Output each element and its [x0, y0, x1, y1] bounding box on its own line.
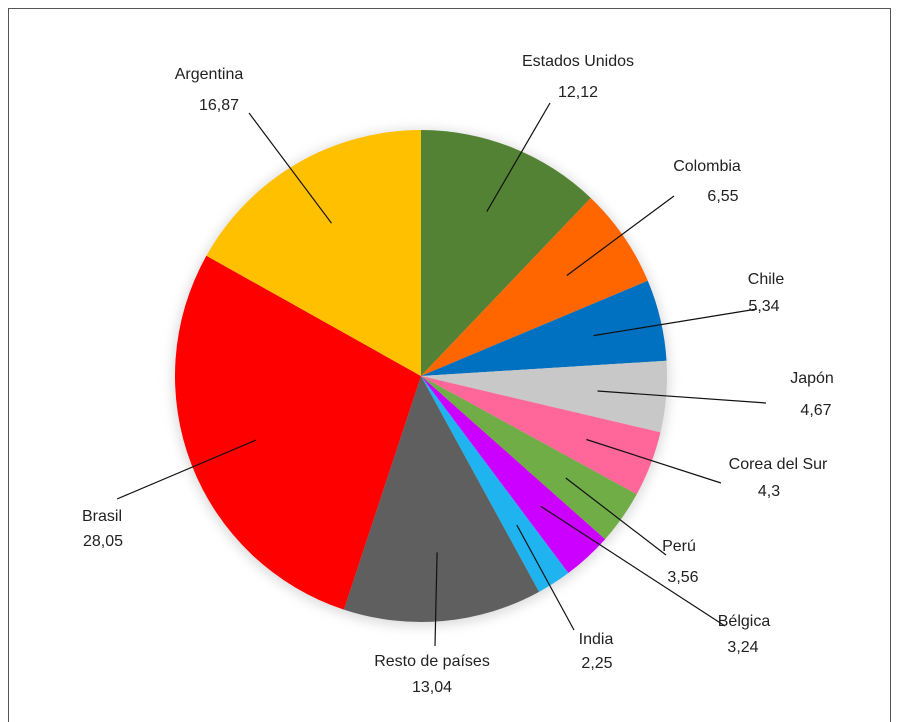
pie-slice-estados-unidos: [421, 130, 591, 376]
pie-slice-india: [421, 376, 569, 592]
pie-slice-brasil: [174, 255, 421, 610]
value-label-japon: 4,67: [800, 402, 831, 419]
pie-slice-belgica: [421, 376, 606, 574]
value-label-peru: 3,56: [667, 569, 698, 586]
category-label-argentina: Argentina: [175, 66, 244, 83]
category-label-chile: Chile: [748, 271, 785, 288]
category-label-peru: Perú: [662, 538, 696, 555]
value-label-india: 2,25: [581, 655, 612, 672]
leader-line-argentina: [248, 112, 332, 224]
pie-slice-chile: [421, 280, 667, 376]
leader-line-estados-unidos: [486, 102, 551, 212]
leader-line-belgica: [540, 505, 726, 627]
value-label-argentina: 16,87: [199, 97, 239, 114]
leader-line-chile: [593, 308, 758, 337]
leader-line-peru: [565, 477, 667, 556]
pie-slice-corea-del-sur: [421, 376, 661, 495]
category-label-corea-del-sur: Corea del Sur: [729, 456, 828, 473]
leader-line-colombia: [566, 195, 675, 276]
leader-line-resto-de-paises: [434, 552, 438, 647]
value-label-chile: 5,34: [748, 298, 779, 315]
chart-frame: [8, 8, 891, 722]
leader-line-corea-del-sur: [586, 438, 722, 484]
value-label-corea-del-sur: 4,3: [758, 483, 780, 500]
category-label-colombia: Colombia: [673, 158, 741, 175]
value-label-colombia: 6,55: [707, 188, 738, 205]
category-label-belgica: Bélgica: [718, 613, 771, 630]
leader-line-india: [516, 524, 575, 631]
value-label-brasil: 28,05: [83, 533, 123, 550]
category-label-resto-de-paises: Resto de países: [374, 653, 490, 670]
leader-line-japon: [597, 390, 767, 404]
category-label-estados-unidos: Estados Unidos: [522, 53, 634, 70]
value-label-resto-de-paises: 13,04: [412, 679, 452, 696]
value-label-estados-unidos: 12,12: [558, 84, 598, 101]
category-label-india: India: [579, 631, 614, 648]
pie-slice-peru: [421, 376, 637, 540]
category-label-japon: Japón: [790, 370, 834, 387]
value-label-belgica: 3,24: [727, 639, 758, 656]
pie-slice-argentina: [206, 130, 421, 376]
pie-slice-resto-de-paises: [343, 376, 540, 623]
pie-slice-japon: [421, 360, 668, 433]
pie-slice-colombia: [421, 197, 648, 376]
leader-line-brasil: [116, 439, 257, 500]
category-label-brasil: Brasil: [82, 508, 122, 525]
